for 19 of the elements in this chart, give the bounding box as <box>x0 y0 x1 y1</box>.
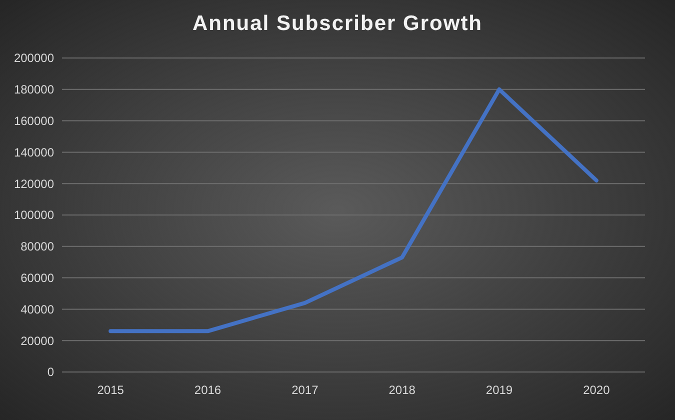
line-series <box>108 87 598 334</box>
y-tick-label: 120000 <box>14 176 54 191</box>
y-tick-label: 140000 <box>14 145 54 160</box>
x-tick-label: 2019 <box>486 383 513 397</box>
y-tick-label: 180000 <box>14 82 54 97</box>
y-tick-label: 20000 <box>20 334 54 348</box>
x-tick-label: 2020 <box>583 383 610 397</box>
y-tick-label: 160000 <box>14 114 54 128</box>
y-tick-label: 80000 <box>20 240 54 254</box>
y-tick-label: 40000 <box>20 302 54 316</box>
x-tick-label: 2015 <box>97 383 124 397</box>
chart-title: Annual Subscriber Growth <box>192 12 483 35</box>
x-tick-label: 2016 <box>194 383 222 397</box>
y-tick-label: 0 <box>47 365 54 380</box>
y-tick-label: 100000 <box>14 208 54 222</box>
x-tick-label: 2017 <box>292 383 319 397</box>
y-tick-label: 200000 <box>14 51 54 66</box>
x-tick-label: 2018 <box>388 383 416 397</box>
y-tick-label: 60000 <box>20 271 54 285</box>
